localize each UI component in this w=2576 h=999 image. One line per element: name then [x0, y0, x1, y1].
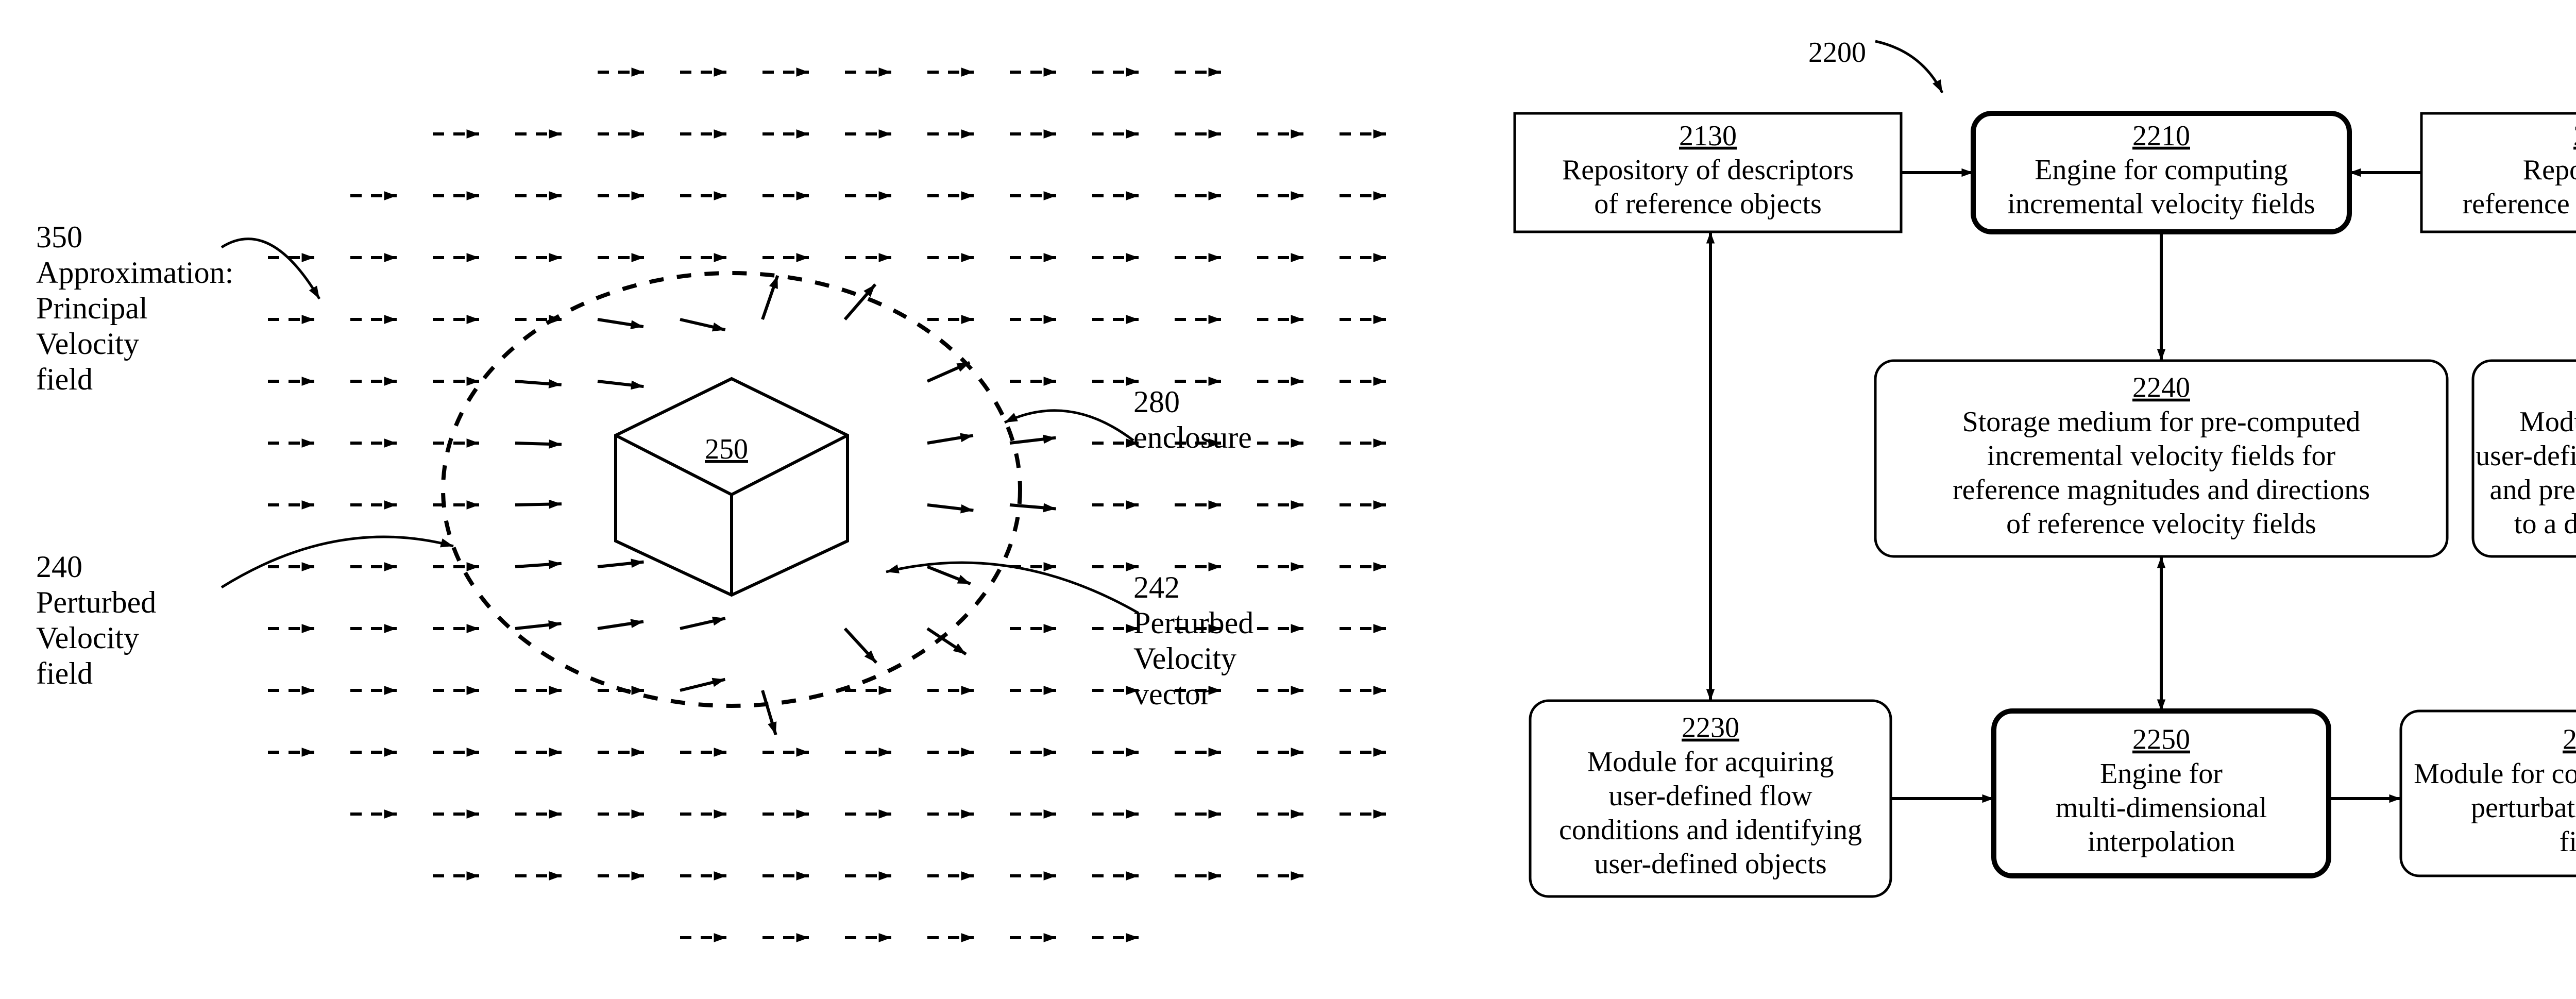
box-text: of reference velocity fields	[2006, 508, 2316, 540]
callout-line: Velocity	[36, 327, 139, 361]
box-text: Module for combining objects'	[2414, 758, 2576, 790]
box-id-2240: 2240	[2132, 372, 2190, 404]
box-text: user-defined flow	[1608, 780, 1812, 812]
callout-id-240: 240	[36, 550, 82, 584]
box-text: incremental velocity fields	[2007, 188, 2315, 220]
page-root: 250240PerturbedVelocityfield242Perturbed…	[0, 0, 2576, 999]
box-text: and presenting outcome	[2490, 474, 2576, 506]
box-text: reference velocity fields	[2462, 188, 2576, 220]
leader-242	[886, 563, 1139, 613]
callout-line: Perturbed	[1133, 606, 1253, 640]
box-id-2130: 2130	[1679, 120, 1737, 152]
box-text: Engine for computing	[2035, 154, 2287, 186]
box-id-2210: 2210	[2132, 120, 2190, 152]
callout-line: field	[36, 656, 93, 690]
leader-240	[222, 537, 453, 587]
box-id-2230: 2230	[1682, 712, 1739, 744]
callout-line: Approximation:	[36, 256, 233, 290]
box-text: incremental velocity fields for	[1987, 440, 2336, 472]
box-text: to a display module	[2514, 508, 2576, 540]
callout-line: Perturbed	[36, 585, 156, 619]
box-text: interpolation	[2088, 826, 2235, 858]
box-text: Repository of descriptors	[1562, 154, 1854, 186]
callout-line: Principal	[36, 291, 148, 325]
box-text: multi-dimensional	[2056, 792, 2267, 824]
callout-line: Velocity	[36, 621, 139, 655]
callout-id-242: 242	[1133, 570, 1180, 604]
right-figure: 2200 2110 Repository ofreference velocity …	[1515, 37, 2576, 896]
callout-line: field	[36, 362, 93, 396]
leader-280	[1005, 411, 1133, 441]
box-id-2110: 2110	[2573, 120, 2576, 152]
leader-350	[222, 239, 319, 299]
box-text: Engine for	[2100, 758, 2223, 790]
box-text: conditions and identifying	[1559, 814, 1862, 846]
callout-id-280: 280	[1133, 385, 1180, 419]
cube-label: 250	[705, 433, 748, 465]
box-text: user-defined velocity field	[2476, 440, 2576, 472]
box-text: fields	[2560, 826, 2576, 858]
box-text: of reference objects	[1594, 188, 1822, 220]
callout-id-350: 350	[36, 220, 82, 254]
callout-line: enclosure	[1133, 420, 1252, 454]
left-figure: 250240PerturbedVelocityfield242Perturbed…	[36, 67, 1386, 942]
box-text: Storage medium for pre-computed	[1962, 406, 2361, 438]
box-text: perturbation velocity	[2471, 792, 2576, 824]
callout-line: Velocity	[1133, 641, 1236, 675]
box-text: Module for acquiring	[1587, 746, 1834, 778]
box-text: user-defined objects	[1594, 848, 1826, 880]
box-id-2260: 2260	[2563, 724, 2576, 756]
box-id-2250: 2250	[2132, 724, 2190, 756]
box-text: Module for adding	[2519, 406, 2576, 438]
callout-line: vector	[1133, 677, 1211, 711]
figure-label: 2200	[1808, 37, 1866, 69]
box-text: Repository of	[2523, 154, 2576, 186]
diagram-svg: 250240PerturbedVelocityfield242Perturbed…	[0, 0, 2576, 999]
figure-label-hook	[1875, 41, 1942, 93]
box-text: reference magnitudes and directions	[1953, 474, 2370, 506]
